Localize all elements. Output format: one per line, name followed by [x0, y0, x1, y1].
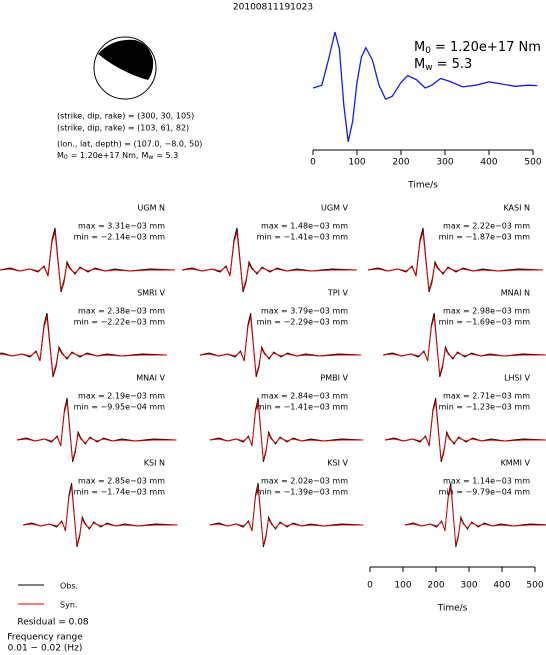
legend: Obs. Syn.: [18, 582, 78, 610]
min-amplitude: min = −9.79e−04 mm: [439, 488, 531, 497]
max-amplitude: max = 2.98e−03 mm: [443, 307, 530, 316]
station: MNAI N: [501, 289, 530, 298]
station: SMRI V: [137, 289, 165, 298]
max-amplitude: max = 2.84e−03 mm: [261, 392, 348, 401]
location: (lon., lat, depth) = (107.0, −8.0, 50): [57, 140, 202, 149]
max-amplitude: max = 1.48e−03 mm: [261, 222, 348, 231]
frequency-label: Frequency range: [7, 633, 83, 643]
x-tick-label: 200: [427, 581, 444, 591]
subscript: w: [148, 154, 153, 161]
station: UGM V: [321, 204, 349, 213]
subscript: w: [425, 63, 432, 73]
text: = 5.3: [437, 57, 473, 72]
mechanism: (strike, dip, rake) = (103, 61, 82): [57, 124, 189, 133]
symbol: M: [57, 151, 64, 160]
frequency-range: 0.01 − 0.02 (Hz): [8, 644, 83, 654]
title: 20100811191023: [233, 3, 313, 13]
max-amplitude: max = 3.31e−03 mm: [78, 222, 165, 231]
x-tick-label: 500: [526, 581, 543, 591]
max-amplitude: max = 2.22e−03 mm: [443, 222, 530, 231]
x-tick-label: 400: [480, 158, 497, 168]
legend-label: Obs.: [60, 582, 78, 591]
symbol: M: [141, 151, 148, 160]
min-amplitude: min = −1.87e−03 mm: [439, 233, 531, 242]
min-amplitude: min = −1.39e−03 mm: [257, 488, 349, 497]
max-amplitude: max = 2.71e−03 mm: [443, 392, 530, 401]
max-amplitude: max = 2.19e−03 mm: [78, 392, 165, 401]
max-amplitude: max = 2.02e−03 mm: [261, 477, 348, 486]
x-tick-label: 0: [367, 581, 373, 591]
station: TPI V: [327, 289, 349, 298]
subscript: 0: [425, 46, 431, 56]
min-amplitude: min = −1.69e−03 mm: [439, 318, 531, 327]
min-amplitude: min = −2.14e−03 mm: [74, 233, 166, 242]
x-tick-label: 0: [310, 158, 316, 168]
symbol: M: [414, 57, 425, 72]
min-amplitude: min = −2.29e−03 mm: [257, 318, 349, 327]
x-tick-label: 400: [493, 581, 510, 591]
station: KSI N: [144, 459, 165, 468]
text: = 1.20e+17 Nm: [435, 40, 541, 55]
station: MNAI V: [136, 374, 165, 383]
beachball: [93, 36, 157, 100]
station: LHSI V: [504, 374, 530, 383]
min-amplitude: min = −1.41e−03 mm: [257, 403, 349, 412]
max-amplitude: max = 1.14e−03 mm: [443, 477, 530, 486]
stf-line: [312, 31, 538, 142]
text: = 5.3: [156, 151, 178, 160]
station: PMBI V: [320, 374, 348, 383]
x-axis-title: Time/s: [407, 181, 438, 191]
station: UGM N: [138, 204, 166, 213]
station: KMMI V: [501, 459, 531, 468]
legend-label: Syn.: [60, 601, 77, 610]
min-amplitude: min = −2.22e−03 mm: [74, 318, 166, 327]
min-amplitude: min = −9.95e−04 mm: [74, 403, 166, 412]
x-tick-label: 300: [460, 581, 477, 591]
station: KSI V: [327, 459, 348, 468]
min-amplitude: min = −1.41e−03 mm: [257, 233, 349, 242]
magnitude: Mw = 5.3: [414, 57, 472, 73]
mechanism: (strike, dip, rake) = (300, 30, 105): [57, 112, 194, 121]
subscript: 0: [64, 154, 68, 161]
min-amplitude: min = −1.23e−03 mm: [439, 403, 531, 412]
x-tick-label: 300: [436, 158, 453, 168]
moment: M0 = 1.20e+17 Nm: [414, 40, 541, 56]
x-tick-label: 500: [524, 158, 541, 168]
x-tick-label: 100: [394, 581, 411, 591]
x-tick-label: 200: [392, 158, 409, 168]
text: = 1.20e+17 Nm,: [71, 151, 139, 160]
moment-line: M0 = 1.20e+17 Nm, Mw = 5.3: [57, 151, 178, 161]
station: KASI N: [503, 204, 530, 213]
min-amplitude: min = −1.74e−03 mm: [74, 488, 166, 497]
symbol: M: [414, 40, 425, 55]
residual: Residual = 0.08: [17, 618, 89, 628]
panels: UGM N max = 3.31e−03 mm min = −2.14e−03 mm…: [0, 204, 546, 548]
max-amplitude: max = 3.79e−03 mm: [261, 307, 348, 316]
max-amplitude: max = 2.38e−03 mm: [78, 307, 165, 316]
max-amplitude: max = 2.85e−03 mm: [78, 477, 165, 486]
x-axis-title: Time/s: [437, 604, 468, 614]
x-tick-label: 100: [348, 158, 365, 168]
